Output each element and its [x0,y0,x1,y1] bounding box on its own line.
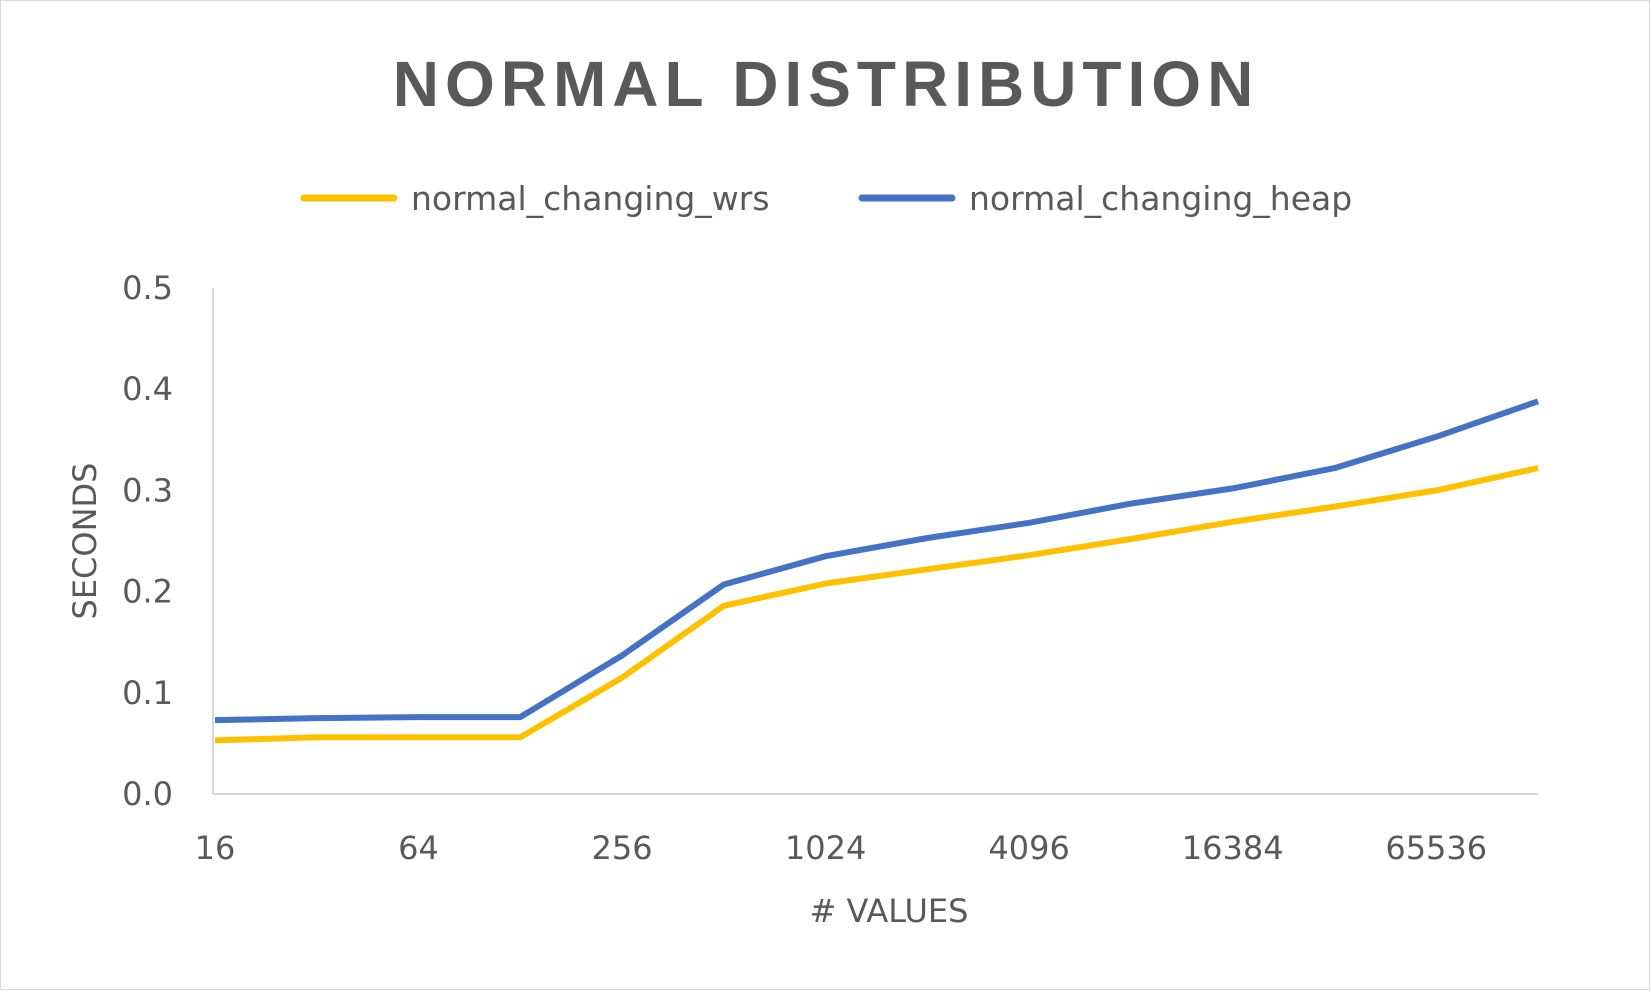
x-tick-label: 16384 [1182,829,1284,867]
y-tick-label: 0.1 [122,674,173,712]
chart-title: NORMAL DISTRIBUTION [393,48,1260,120]
x-tick-labels: 16 64 256 1024 4096 16384 65536 [195,829,1487,867]
y-tick-label: 0.2 [122,573,173,611]
y-tick-label: 0.5 [122,269,173,307]
y-tick-label: 0.0 [122,775,173,813]
y-tick-labels: 0.0 0.1 0.2 0.3 0.4 0.5 [122,269,173,813]
y-tick-label: 0.3 [122,471,173,509]
x-axis-title: # VALUES [810,892,969,930]
series-lines [214,398,1539,744]
series-line-normal_changing_heap [214,398,1539,724]
legend-label-heap: normal_changing_heap [969,179,1352,218]
x-tick-label: 65536 [1385,829,1487,867]
y-axis-title: SECONDS [66,463,104,620]
x-tick-label: 16 [195,829,236,867]
legend-label-wrs: normal_changing_wrs [411,179,770,218]
series-line-normal_changing_wrs [214,465,1539,744]
x-tick-label: 64 [398,829,439,867]
legend: normal_changing_wrs normal_changing_heap [300,179,1352,218]
y-tick-label: 0.4 [122,370,173,408]
x-tick-label: 1024 [785,829,866,867]
x-tick-label: 256 [592,829,653,867]
x-tick-label: 4096 [988,829,1069,867]
